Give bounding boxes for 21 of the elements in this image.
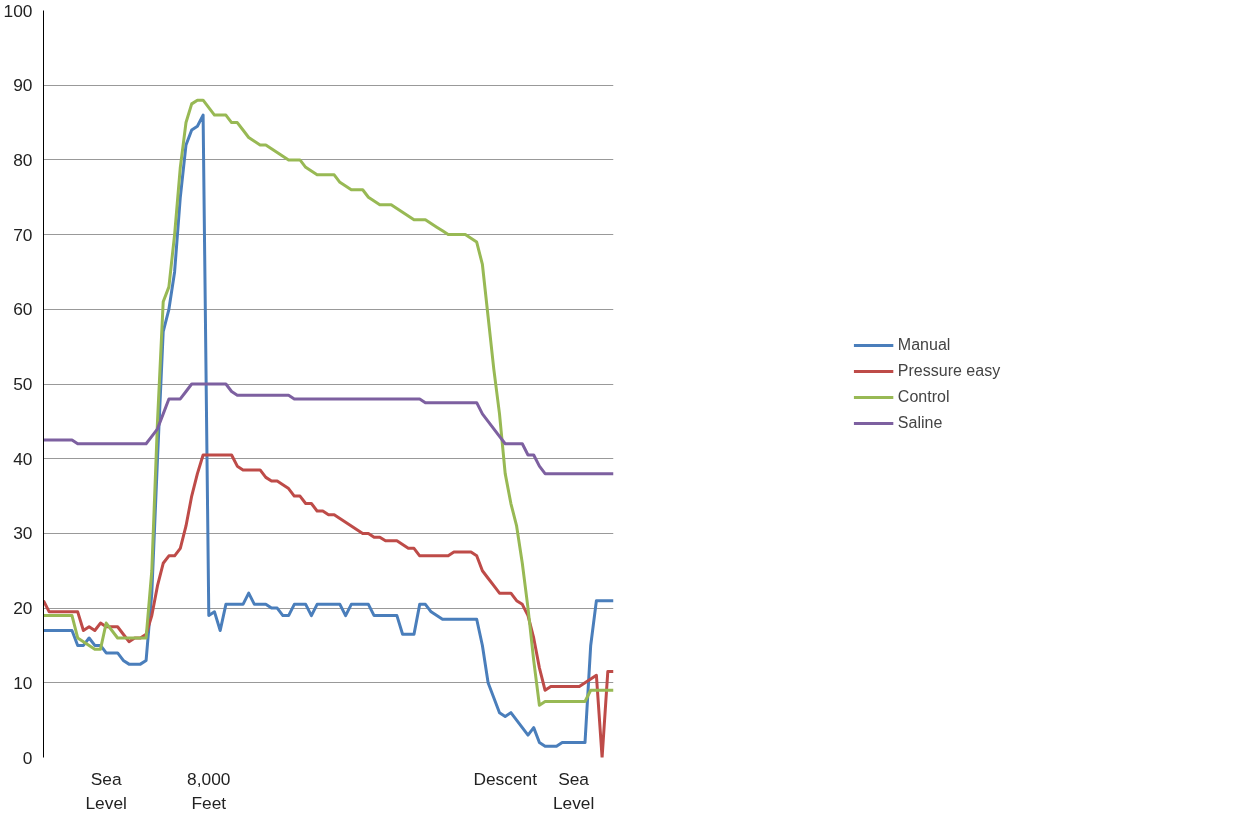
- y-tick-label: 40: [13, 448, 33, 469]
- legend-label: Control: [897, 387, 950, 406]
- line-series: [43, 453, 614, 758]
- x-tick-label: 8,000 Feet: [187, 768, 231, 813]
- y-tick-label: 30: [13, 523, 33, 544]
- legend-label: Saline: [897, 413, 943, 432]
- y-tick-label: 20: [13, 598, 33, 619]
- legend-label: Manual: [897, 335, 951, 354]
- y-tick-label: 100: [3, 0, 33, 21]
- y-tick-label: 50: [13, 374, 33, 394]
- x-tick-label: Sea Level: [85, 768, 127, 813]
- y-tick-label: 10: [13, 672, 33, 693]
- y-tick-label: 90: [13, 75, 33, 96]
- y-tick-label: 60: [13, 299, 33, 320]
- x-tick-label: Sea Level: [552, 768, 595, 813]
- line-series: [43, 382, 614, 476]
- y-tick-label: 70: [13, 224, 33, 245]
- legend-label: Pressure easy: [897, 361, 1001, 380]
- y-tick-label: 80: [13, 149, 33, 170]
- y-tick-label: 0: [22, 747, 33, 768]
- x-tick-label: Descent: [473, 768, 538, 789]
